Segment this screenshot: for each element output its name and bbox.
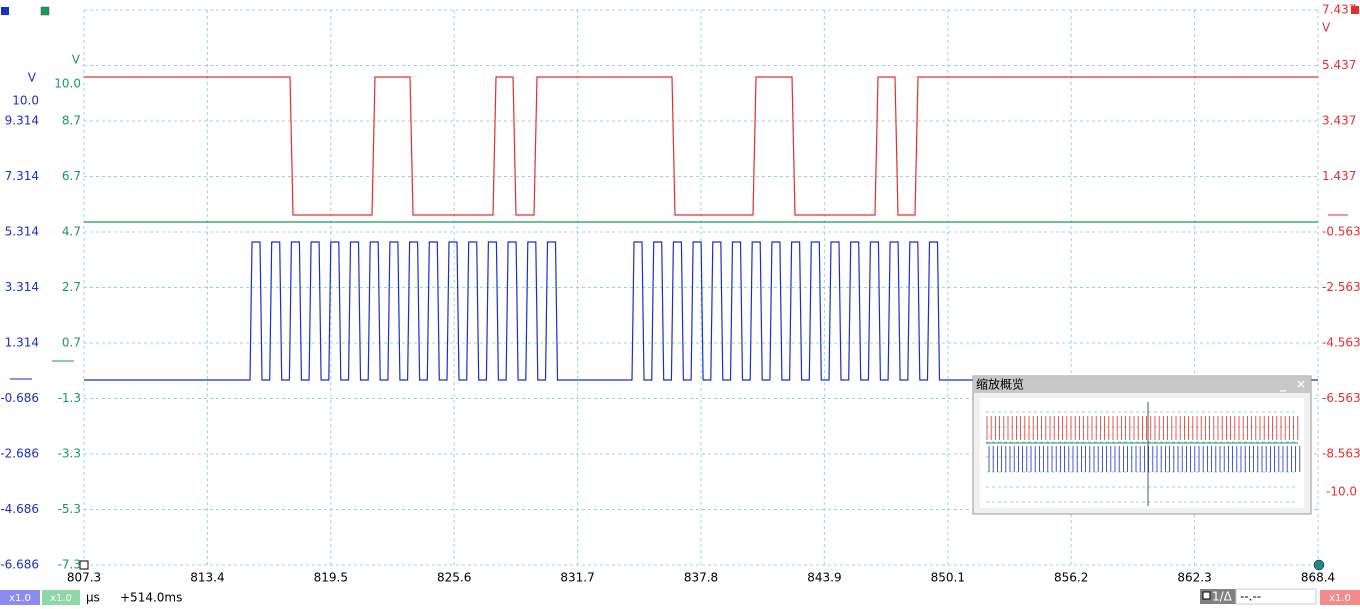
blue-tick-label: -2.686 [0, 447, 39, 461]
overview-window[interactable]: 缩放概览 _ ✕ [972, 375, 1312, 515]
minimize-button[interactable]: _ [1280, 378, 1286, 393]
blue-tick-label: 9.314 [5, 114, 39, 128]
x-tick-label: 868.4 [1301, 571, 1335, 585]
overview-title: 缩放概览 [976, 377, 1024, 392]
red-channel-marker[interactable] [1351, 6, 1359, 14]
red-waveform [84, 76, 1318, 216]
status-bar: x1.0 x1.0 µs +514.0ms 1/Δ --.-- x1.0 [0, 588, 1360, 605]
overview-titlebar [974, 377, 1310, 393]
blue-unit: V [28, 71, 37, 85]
blue-tick-label: -0.686 [0, 391, 39, 405]
green-tick-label: 8.7 [62, 114, 81, 128]
red-tick-label: 5.437 [1322, 58, 1356, 72]
green-tick-label: -5.3 [58, 502, 81, 516]
close-button[interactable]: ✕ [1296, 378, 1306, 392]
green-scale-box[interactable] [42, 590, 80, 605]
blue-top-label: 10.0 [12, 94, 39, 108]
green-channel-marker[interactable] [40, 6, 50, 16]
cursor-field[interactable] [1235, 588, 1317, 605]
x-tick-label: 850.1 [931, 571, 965, 585]
green-unit: V [72, 53, 81, 67]
overview-traces [986, 411, 1301, 503]
right-cursor[interactable] [1313, 559, 1325, 571]
green-tick-label: -3.3 [58, 447, 81, 461]
red-tick-label: 1.437 [1322, 169, 1356, 183]
red-scale: x1.0 [1329, 593, 1351, 604]
blue-tick-label: -4.686 [0, 502, 39, 516]
blue-tick-label: 7.314 [5, 169, 39, 183]
left-cursor[interactable] [79, 560, 89, 570]
green-tick-label: -7.3 [58, 558, 81, 572]
red-tick-label: -8.563 [1322, 447, 1360, 461]
time-offset: +514.0ms [120, 591, 182, 605]
overview-blue [988, 446, 1301, 472]
green-tick-label: 0.7 [62, 336, 81, 350]
red-tick-label: 3.437 [1322, 114, 1356, 128]
blue-tick-label: 3.314 [5, 280, 39, 294]
x-tick-label: 813.4 [190, 571, 224, 585]
green-tick-label: 6.7 [62, 169, 81, 183]
blue-tick-label: 5.314 [5, 225, 39, 239]
red-bottom-label: -10.0 [1326, 485, 1357, 499]
red-tick-label: 7.437 [1322, 3, 1356, 17]
red-tick-label: -0.563 [1322, 225, 1360, 239]
overview-plot [980, 398, 1304, 508]
blue-tick-label: -6.686 [0, 558, 39, 572]
green-tick-label: -1.3 [58, 391, 81, 405]
red-scale-box[interactable] [1320, 590, 1360, 605]
x-tick-label: 819.5 [314, 571, 348, 585]
x-tick-label: 862.3 [1177, 571, 1211, 585]
cursor-value: --.-- [1240, 590, 1261, 604]
blue-scale: x1.0 [9, 593, 31, 604]
time-unit: µs [86, 591, 100, 605]
green-scale: x1.0 [50, 593, 72, 604]
green-tick-label: 4.7 [62, 225, 81, 239]
x-tick-label: 831.7 [560, 571, 594, 585]
red-tick-label: -4.563 [1322, 336, 1360, 350]
grid [83, 9, 1319, 566]
cursor-label: 1/Δ [1212, 590, 1233, 604]
overview-red [986, 416, 1299, 440]
cursor-icon [1202, 591, 1211, 600]
red-tick-label: -6.563 [1322, 391, 1360, 405]
x-tick-label: 856.2 [1054, 571, 1088, 585]
red-unit: V [1322, 21, 1331, 35]
blue-waveform [84, 241, 1318, 381]
green-tick-label: 2.7 [62, 280, 81, 294]
blue-scale-box[interactable] [0, 590, 40, 605]
blue-tick-label: 1.314 [5, 336, 39, 350]
x-tick-label: 843.9 [807, 571, 841, 585]
green-tick-label: 10.0 [54, 77, 81, 91]
x-tick-label: 837.8 [684, 571, 718, 585]
x-tick-label: 825.6 [437, 571, 471, 585]
blue-channel-marker[interactable] [1, 7, 9, 15]
x-tick-label: 807.3 [67, 571, 101, 585]
red-tick-label: -2.563 [1322, 280, 1360, 294]
